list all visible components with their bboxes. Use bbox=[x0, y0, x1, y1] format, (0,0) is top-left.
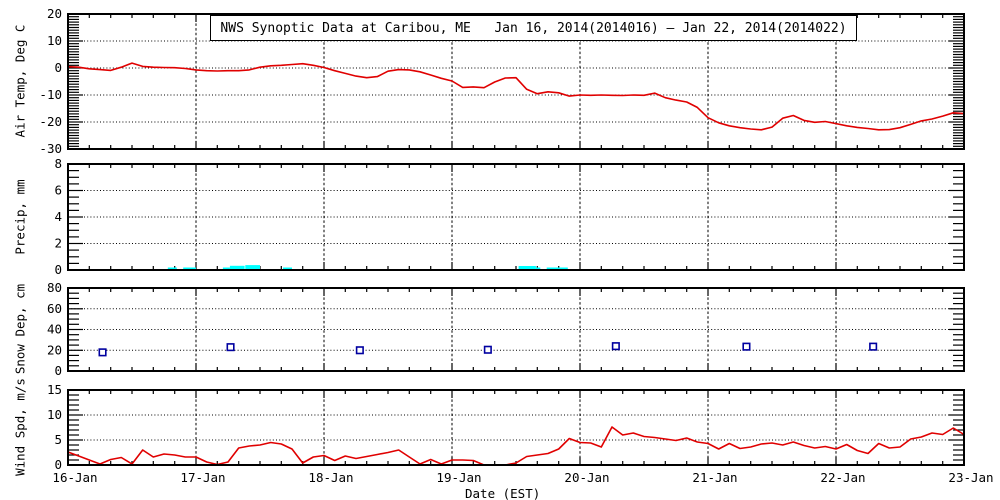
precip-bar bbox=[167, 267, 177, 269]
y-tick-label: 0 bbox=[54, 262, 62, 277]
y-axis-label-precip: Precip, mm bbox=[12, 179, 28, 255]
panel-precip: 0 2 4 6 8 bbox=[54, 156, 965, 277]
y-tick-label: 15 bbox=[47, 382, 62, 397]
y-tick-label: 8 bbox=[54, 156, 62, 171]
y-tick-label: 20 bbox=[47, 342, 62, 357]
y-tick-label: 20 bbox=[47, 6, 62, 21]
y-axis-label-snow-depth: Snow Dep, cm bbox=[12, 283, 28, 375]
y-tick-label: 4 bbox=[54, 209, 62, 224]
precip-bar bbox=[229, 265, 245, 269]
x-tick-label: 21-Jan bbox=[692, 470, 737, 485]
precip-bar bbox=[222, 267, 230, 269]
panel-border bbox=[67, 287, 965, 372]
x-tick-label: 22-Jan bbox=[820, 470, 865, 485]
panel-air-temp: -30 -20 -10 0 10 20 bbox=[39, 6, 965, 156]
x-axis-label: Date (EST) bbox=[465, 486, 541, 500]
y-tick-label: 0 bbox=[54, 363, 62, 378]
y-axis-label-air-temp: Air Temp, Deg C bbox=[12, 24, 28, 138]
snow-depth-marker bbox=[98, 348, 107, 357]
y-tick-label: 80 bbox=[47, 280, 62, 295]
x-tick-label: 19-Jan bbox=[436, 470, 481, 485]
precip-bar bbox=[283, 267, 292, 269]
series-air-temp bbox=[67, 62, 965, 131]
precip-bar bbox=[546, 267, 568, 269]
x-tick-label: 16-Jan bbox=[52, 470, 97, 485]
y-tick-label: 0 bbox=[54, 457, 62, 472]
y-tick-label: 10 bbox=[47, 407, 62, 422]
snow-depth-marker bbox=[355, 346, 364, 355]
y-tick-label: 6 bbox=[54, 183, 62, 198]
panel-border bbox=[67, 389, 965, 466]
snow-depth-marker bbox=[742, 342, 751, 351]
y-tick-label: 40 bbox=[47, 322, 62, 337]
y-tick-label: 5 bbox=[54, 432, 62, 447]
panel-wind-speed: 0 5 10 15 bbox=[47, 382, 965, 472]
snow-depth-marker bbox=[869, 342, 878, 351]
precip-bar bbox=[245, 265, 260, 269]
chart-title: NWS Synoptic Data at Caribou, ME Jan 16,… bbox=[220, 20, 847, 36]
panel-border bbox=[67, 163, 965, 271]
x-tick-label: 18-Jan bbox=[308, 470, 353, 485]
snow-depth-marker bbox=[483, 345, 492, 354]
y-tick-label: -10 bbox=[39, 87, 62, 102]
precip-bar bbox=[518, 266, 536, 269]
y-tick-label: 10 bbox=[47, 33, 62, 48]
series-wind-speed bbox=[67, 426, 965, 466]
x-tick-label: 20-Jan bbox=[564, 470, 609, 485]
snow-depth-marker bbox=[611, 342, 620, 351]
y-tick-label: 60 bbox=[47, 301, 62, 316]
y-tick-label: -20 bbox=[39, 114, 62, 129]
x-tick-label: 17-Jan bbox=[180, 470, 225, 485]
precip-bar bbox=[183, 267, 196, 269]
y-tick-label: 0 bbox=[54, 60, 62, 75]
x-tick-label: 23-Jan bbox=[948, 470, 993, 485]
y-tick-label: -30 bbox=[39, 141, 62, 156]
y-axis-label-wind-speed: Wind Spd, m/s bbox=[12, 378, 28, 476]
panel-snow-depth: 0 20 40 60 80 bbox=[47, 280, 965, 378]
panel-border bbox=[67, 13, 965, 150]
precip-bar bbox=[535, 267, 541, 269]
chart-title-box: NWS Synoptic Data at Caribou, ME Jan 16,… bbox=[210, 15, 857, 41]
snow-depth-marker bbox=[226, 343, 235, 352]
y-tick-label: 2 bbox=[54, 236, 62, 251]
